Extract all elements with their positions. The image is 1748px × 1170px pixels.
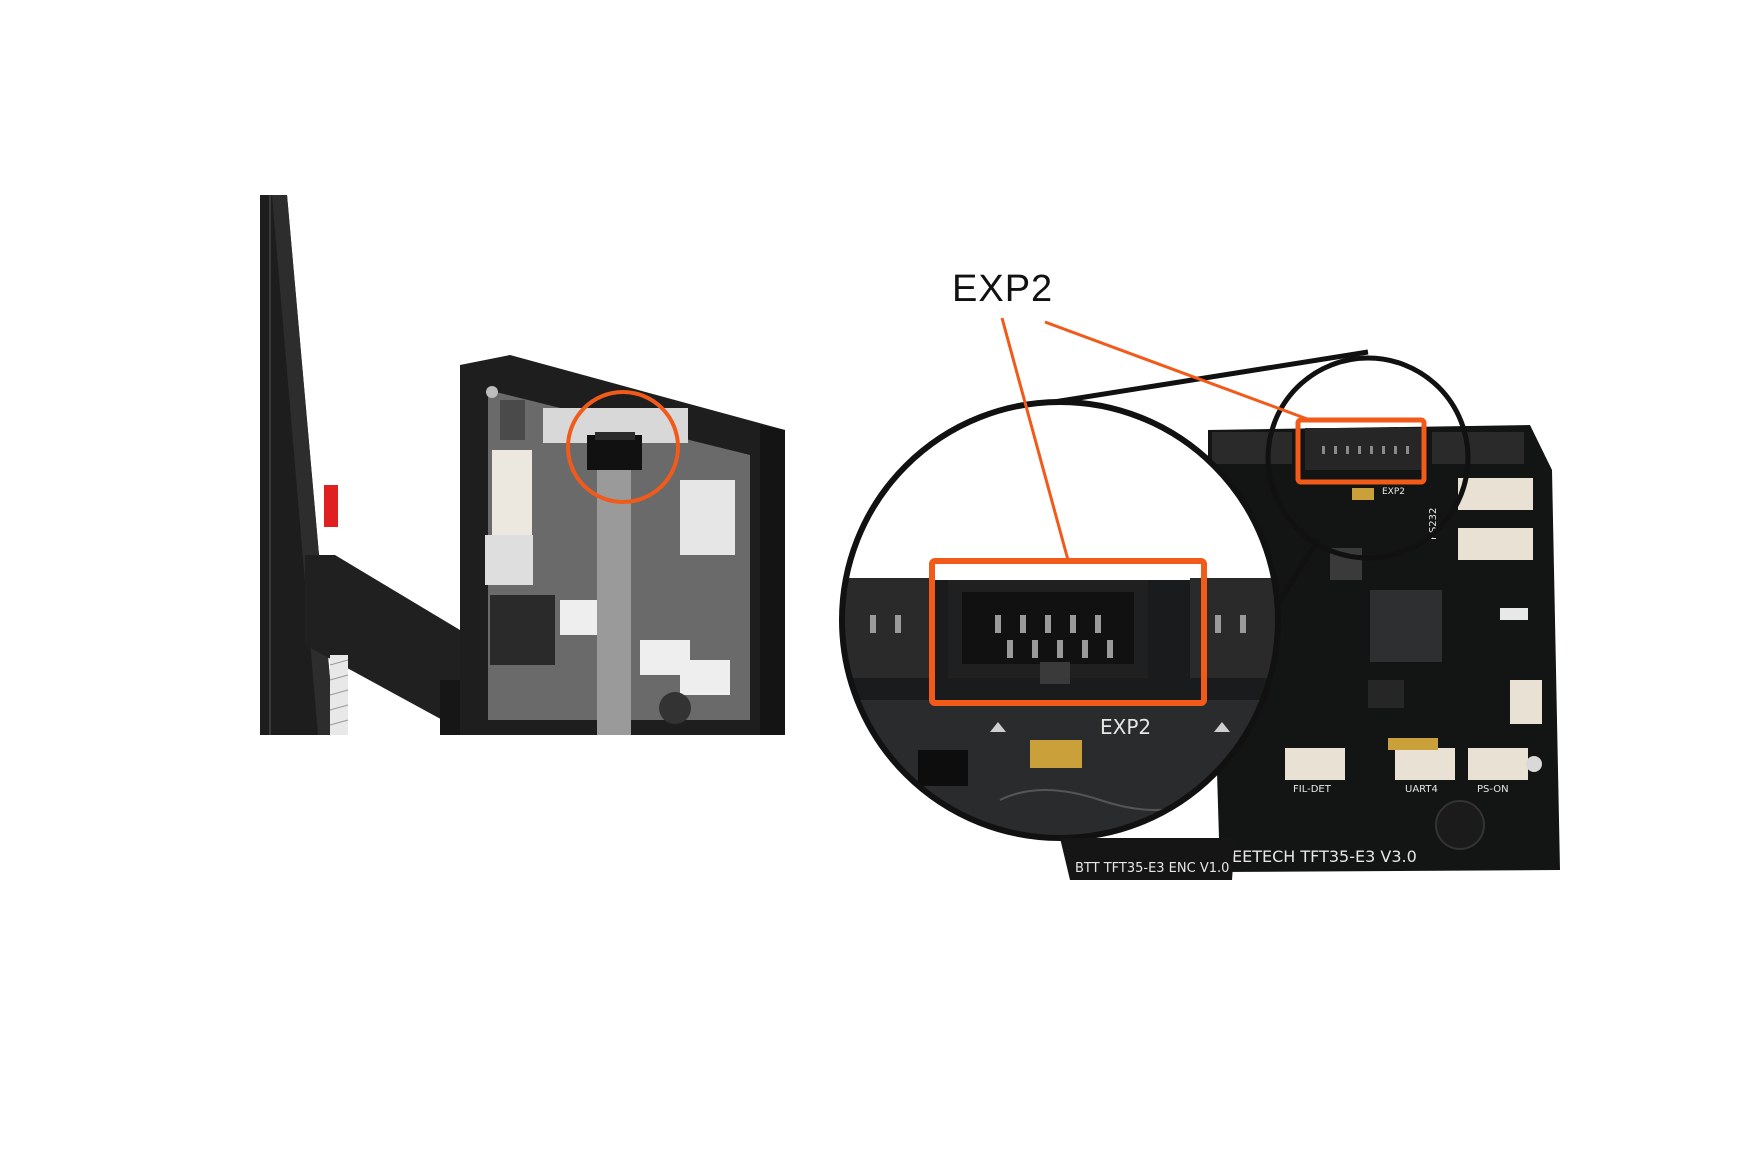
ribbon-cable: [597, 470, 631, 735]
header-left: [1212, 432, 1292, 464]
jst-connector-3: [1510, 680, 1542, 724]
ps-on-connector: [1468, 748, 1528, 780]
jst-connector-2: [1458, 528, 1533, 560]
enc-board-tab: [1060, 838, 1235, 880]
jst-connector-1: [1458, 478, 1533, 510]
red-bracket: [324, 485, 338, 527]
exp2-silk-small: EXP2: [1382, 487, 1405, 497]
board-main-label: EETECH TFT35-E3 V3.0: [1232, 847, 1417, 866]
uart4-connector: [1395, 748, 1455, 780]
white-connector: [492, 450, 532, 535]
exp2-highlight-large: [929, 558, 1207, 706]
fil-det-connector: [1285, 748, 1345, 780]
exp2-callout-label: EXP2: [952, 268, 1054, 310]
board-buzzer: [1435, 800, 1485, 850]
exp2-highlight-small: [1295, 417, 1427, 485]
fil-det-label: FIL-DET: [1293, 784, 1332, 795]
connector-highlight-circle: [566, 390, 680, 504]
board-photo: EXP2 RS232 FIL-DET UART4 PS-ON EETECH TF…: [1208, 355, 1560, 872]
magnified-header-left: [842, 578, 930, 678]
lead-screw: [330, 655, 348, 735]
zoom-source-circle: [1265, 355, 1471, 561]
rs232-label: RS232: [1428, 508, 1439, 540]
gold-pad: [1030, 740, 1082, 768]
enc-board-label: BTT TFT35-E3 ENC V1.0: [1075, 861, 1229, 876]
header-right: [1432, 432, 1524, 464]
buzzer: [659, 692, 691, 724]
callout-line-small: [1044, 320, 1311, 422]
magnified-exp2-silk: EXP2: [1100, 715, 1151, 739]
magnifier: EXP2 DMC BTT TFT35-E3 ENC V1.0: [839, 349, 1369, 880]
exp2-plug: [587, 435, 642, 470]
uart4-label: UART4: [1405, 784, 1438, 795]
mcu-chip: [1370, 590, 1442, 662]
callout-line-large: [1000, 317, 1070, 561]
printer-render: [260, 195, 785, 735]
ps-on-label: PS-ON: [1477, 784, 1509, 795]
